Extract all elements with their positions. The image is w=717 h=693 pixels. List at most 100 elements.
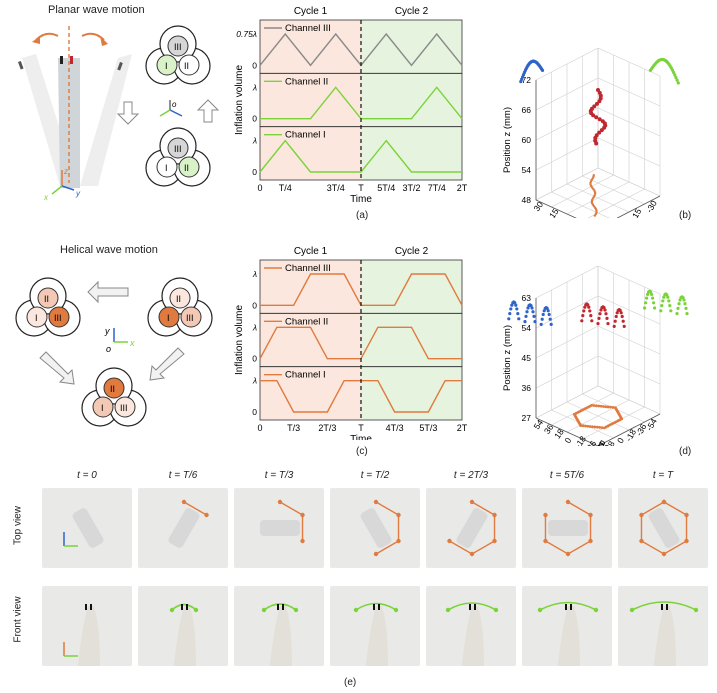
front-view-marker [474, 604, 476, 610]
hel-bot-ch3: III [120, 403, 128, 413]
chart-d-point-orange [597, 404, 601, 408]
chart-d-point-orange [600, 426, 604, 430]
chart-a-ytick-max: λ [252, 82, 257, 92]
top-view-node [300, 538, 305, 544]
front-view-photo [330, 586, 420, 666]
chart-a-ytick-zero: 0 [252, 167, 257, 177]
hel-right-ch1: I [167, 313, 170, 323]
chart-d-point-blue [523, 320, 527, 324]
chart-d-point-blue [525, 310, 529, 314]
front-view-photo [426, 586, 516, 666]
planar-title: Planar wave motion [48, 4, 145, 16]
chart-a-ylabel: Inflation volume [234, 65, 245, 135]
chart-d-point-green [677, 302, 681, 306]
chart-b-point-green [674, 76, 678, 80]
chart-b-point-green [676, 81, 680, 85]
chart-a-ytick-zero: 0 [252, 60, 257, 70]
label-e: (e) [344, 677, 357, 688]
chart-a-legend-label: Channel I [285, 130, 326, 141]
chart-d-point-red [612, 324, 616, 328]
chart-b-grid-line [566, 181, 630, 215]
planar-schematic: z y x III I II o III I II [17, 25, 220, 202]
front-view-marker [186, 604, 188, 610]
chart-b-grid-line [551, 191, 610, 218]
chart-a-xtick: T [358, 183, 364, 193]
chart-d-point-orange [591, 425, 594, 429]
chart-d-grid-line [535, 295, 599, 329]
chart-b: 7266605448-30-150153030150-15-30Position… [502, 47, 680, 218]
chart-b-point-orange [592, 174, 595, 177]
front-view-actuator [462, 606, 484, 666]
top-view-actuator [72, 508, 104, 548]
chart-d-ztick: 27 [522, 413, 532, 423]
hel-x-label: x [129, 338, 135, 348]
chart-d-point-orange [583, 424, 587, 428]
top-view-actuator [168, 508, 200, 548]
chart-d-point-orange [581, 424, 585, 428]
chart-d-point-red [606, 322, 610, 326]
front-view-node [493, 607, 499, 613]
chart-b-point-green [673, 73, 677, 77]
chart-b-zlabel: Position z (mm) [502, 107, 513, 173]
chart-d-point-green [668, 304, 672, 308]
chart-d-point-red [603, 308, 607, 312]
front-view-node [537, 607, 543, 613]
chart-d-point-blue [531, 310, 535, 314]
chart-b-grid-line [535, 77, 599, 111]
chart-c-xtick: T/3 [287, 423, 300, 433]
chart-a-xlabel: Time [350, 194, 372, 205]
chart-d-point-green [661, 299, 665, 303]
chart-d-point-red [596, 322, 600, 326]
chart-d-point-green [685, 312, 689, 316]
front-view-node [629, 607, 635, 613]
chart-d-point-red [598, 312, 602, 316]
front-view-photo [42, 586, 132, 666]
top-view-node [639, 512, 644, 518]
helical-arrow-left [87, 280, 129, 304]
front-view-node [445, 607, 451, 613]
chart-d-point-orange [586, 424, 590, 428]
chart-d-point-green [650, 292, 654, 297]
chart-d-point-blue [509, 307, 513, 311]
chart-c-ytick-max: λ [252, 322, 257, 332]
planar-arrow-up [196, 99, 220, 123]
front-view-marker [277, 604, 279, 610]
top-view-photo [522, 488, 612, 568]
front-view-photo [234, 586, 324, 666]
row-label-top: Top view [12, 506, 24, 545]
chart-c-xtick: 0 [257, 423, 262, 433]
chart-a-cycle1-bg [260, 20, 361, 180]
top-view-trajectory [375, 501, 400, 555]
row-label-front: Front view [12, 596, 24, 643]
chart-c-ylabel: Inflation volume [234, 305, 245, 375]
chart-b-ztick: 48 [522, 195, 532, 205]
chart-d-point-orange [579, 424, 583, 427]
front-view-node [393, 607, 399, 613]
chart-d-point-blue [533, 320, 537, 324]
chart-c-legend-label: Channel I [285, 370, 326, 381]
planar-top-ch1: I [165, 61, 168, 71]
chart-d-point-red [605, 316, 609, 321]
front-view-marker [469, 604, 471, 610]
front-view-node [193, 607, 199, 613]
top-view-photo [138, 488, 228, 568]
top-view-node [639, 538, 644, 544]
hel-left-ch3: III [54, 313, 62, 323]
chart-b-point-red [596, 88, 600, 92]
chart-d-point-red [580, 319, 584, 323]
chart-a-series-line [259, 139, 462, 173]
chart-c-ytick-zero: 0 [252, 300, 257, 310]
chart-a-legend-label: Channel II [285, 76, 328, 87]
hel-y-label: y [104, 326, 110, 336]
helical-axes-triad: y o x [104, 326, 135, 354]
top-view-photo [330, 488, 420, 568]
chart-c-xtick: 2T [457, 423, 468, 433]
chart-d-point-blue [541, 312, 545, 317]
chart-d-point-green [667, 299, 671, 303]
front-view-photo [138, 586, 228, 666]
time-label: t = T/6 [168, 470, 198, 481]
helical-section-right: II I III [147, 277, 213, 337]
front-view-node [593, 607, 599, 613]
chart-b-point-red [594, 115, 599, 120]
chart-d-point-green [676, 306, 680, 311]
